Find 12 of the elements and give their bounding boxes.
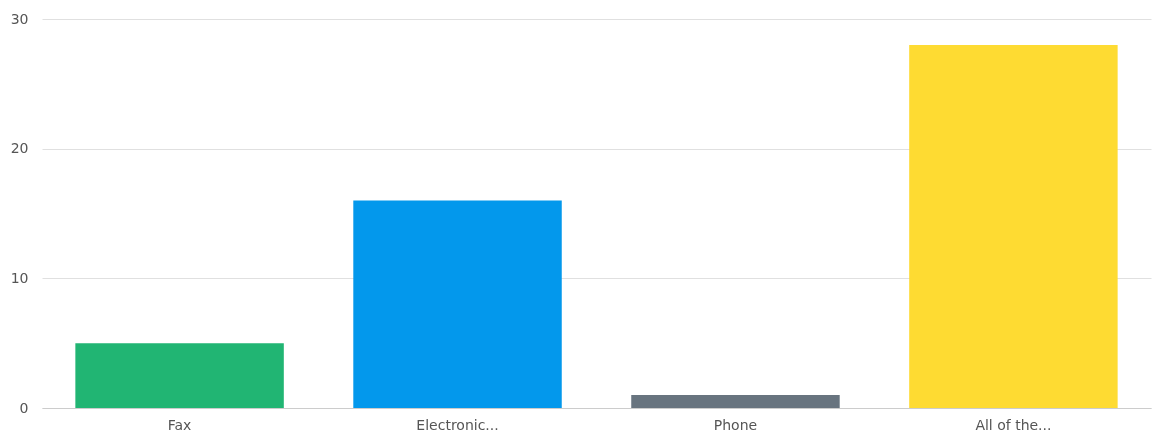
y-tick-label: 20: [10, 140, 29, 157]
bar: [909, 44, 1118, 408]
y-tick-label: 0: [19, 399, 29, 416]
x-tick-label: Fax: [167, 416, 192, 433]
bar: [75, 343, 284, 408]
x-tick-label: All of the...: [975, 416, 1052, 433]
bar: [631, 395, 840, 408]
bar: [353, 200, 562, 408]
y-tick-label: 30: [10, 10, 29, 27]
x-tick-label: Phone: [713, 416, 758, 433]
y-tick-label: 10: [10, 269, 29, 286]
x-tick-label: Electronic...: [416, 416, 499, 433]
